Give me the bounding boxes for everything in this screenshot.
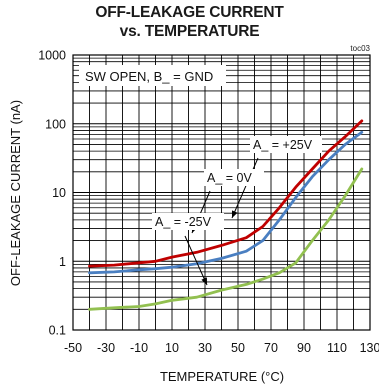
- chart-subtitle: vs. TEMPERATURE: [119, 23, 260, 40]
- x-tick-label: 30: [198, 341, 212, 355]
- arrow-head: [232, 210, 238, 218]
- annotations: A_ = +25V A_ = 0V A_ = -25V: [152, 136, 322, 286]
- x-tick-label: 130: [360, 341, 379, 355]
- series-line: [88, 119, 364, 268]
- x-tick-label: -10: [130, 341, 148, 355]
- y-tick-label: 0.1: [49, 324, 66, 338]
- x-tick-label: -50: [64, 341, 82, 355]
- series-label-bg: [204, 169, 264, 186]
- x-tick-label: 110: [327, 341, 347, 355]
- series-label: A_ = -25V: [155, 215, 212, 229]
- series-label-bg: [152, 213, 224, 230]
- condition-box: SW OPEN, B_ = GND: [79, 65, 226, 86]
- x-tick-label: 70: [264, 341, 278, 355]
- plot-frame: [72, 54, 371, 331]
- arrow-head: [201, 277, 207, 285]
- series-label-arrow: [231, 157, 259, 219]
- x-tick-label: -30: [97, 341, 115, 355]
- y-tick-label: 1: [59, 255, 66, 269]
- series-label: A_ = 0V: [207, 171, 252, 185]
- y-axis-label: OFF-LEAKAGE CURRENT (nA): [8, 100, 23, 286]
- figure-code: toc03: [350, 44, 370, 53]
- y-tick-label: 10: [52, 186, 66, 200]
- series-label: A_ = +25V: [253, 138, 313, 152]
- series-line: [88, 167, 364, 311]
- y-tick-label: 100: [45, 117, 66, 131]
- series-label-arrow: [184, 235, 208, 286]
- chart-title: OFF-LEAKAGE CURRENT: [95, 4, 284, 21]
- x-tick-label: 10: [165, 341, 179, 355]
- series-line: [88, 130, 364, 275]
- condition-label: SW OPEN, B_ = GND: [85, 69, 213, 84]
- y-tick-label: 1000: [38, 49, 66, 63]
- series-label-bg: [250, 136, 322, 153]
- x-tick-label: 90: [297, 341, 311, 355]
- x-tick-label: 50: [231, 341, 245, 355]
- x-axis-label: TEMPERATURE (°C): [160, 369, 284, 384]
- series-layer: [88, 119, 364, 311]
